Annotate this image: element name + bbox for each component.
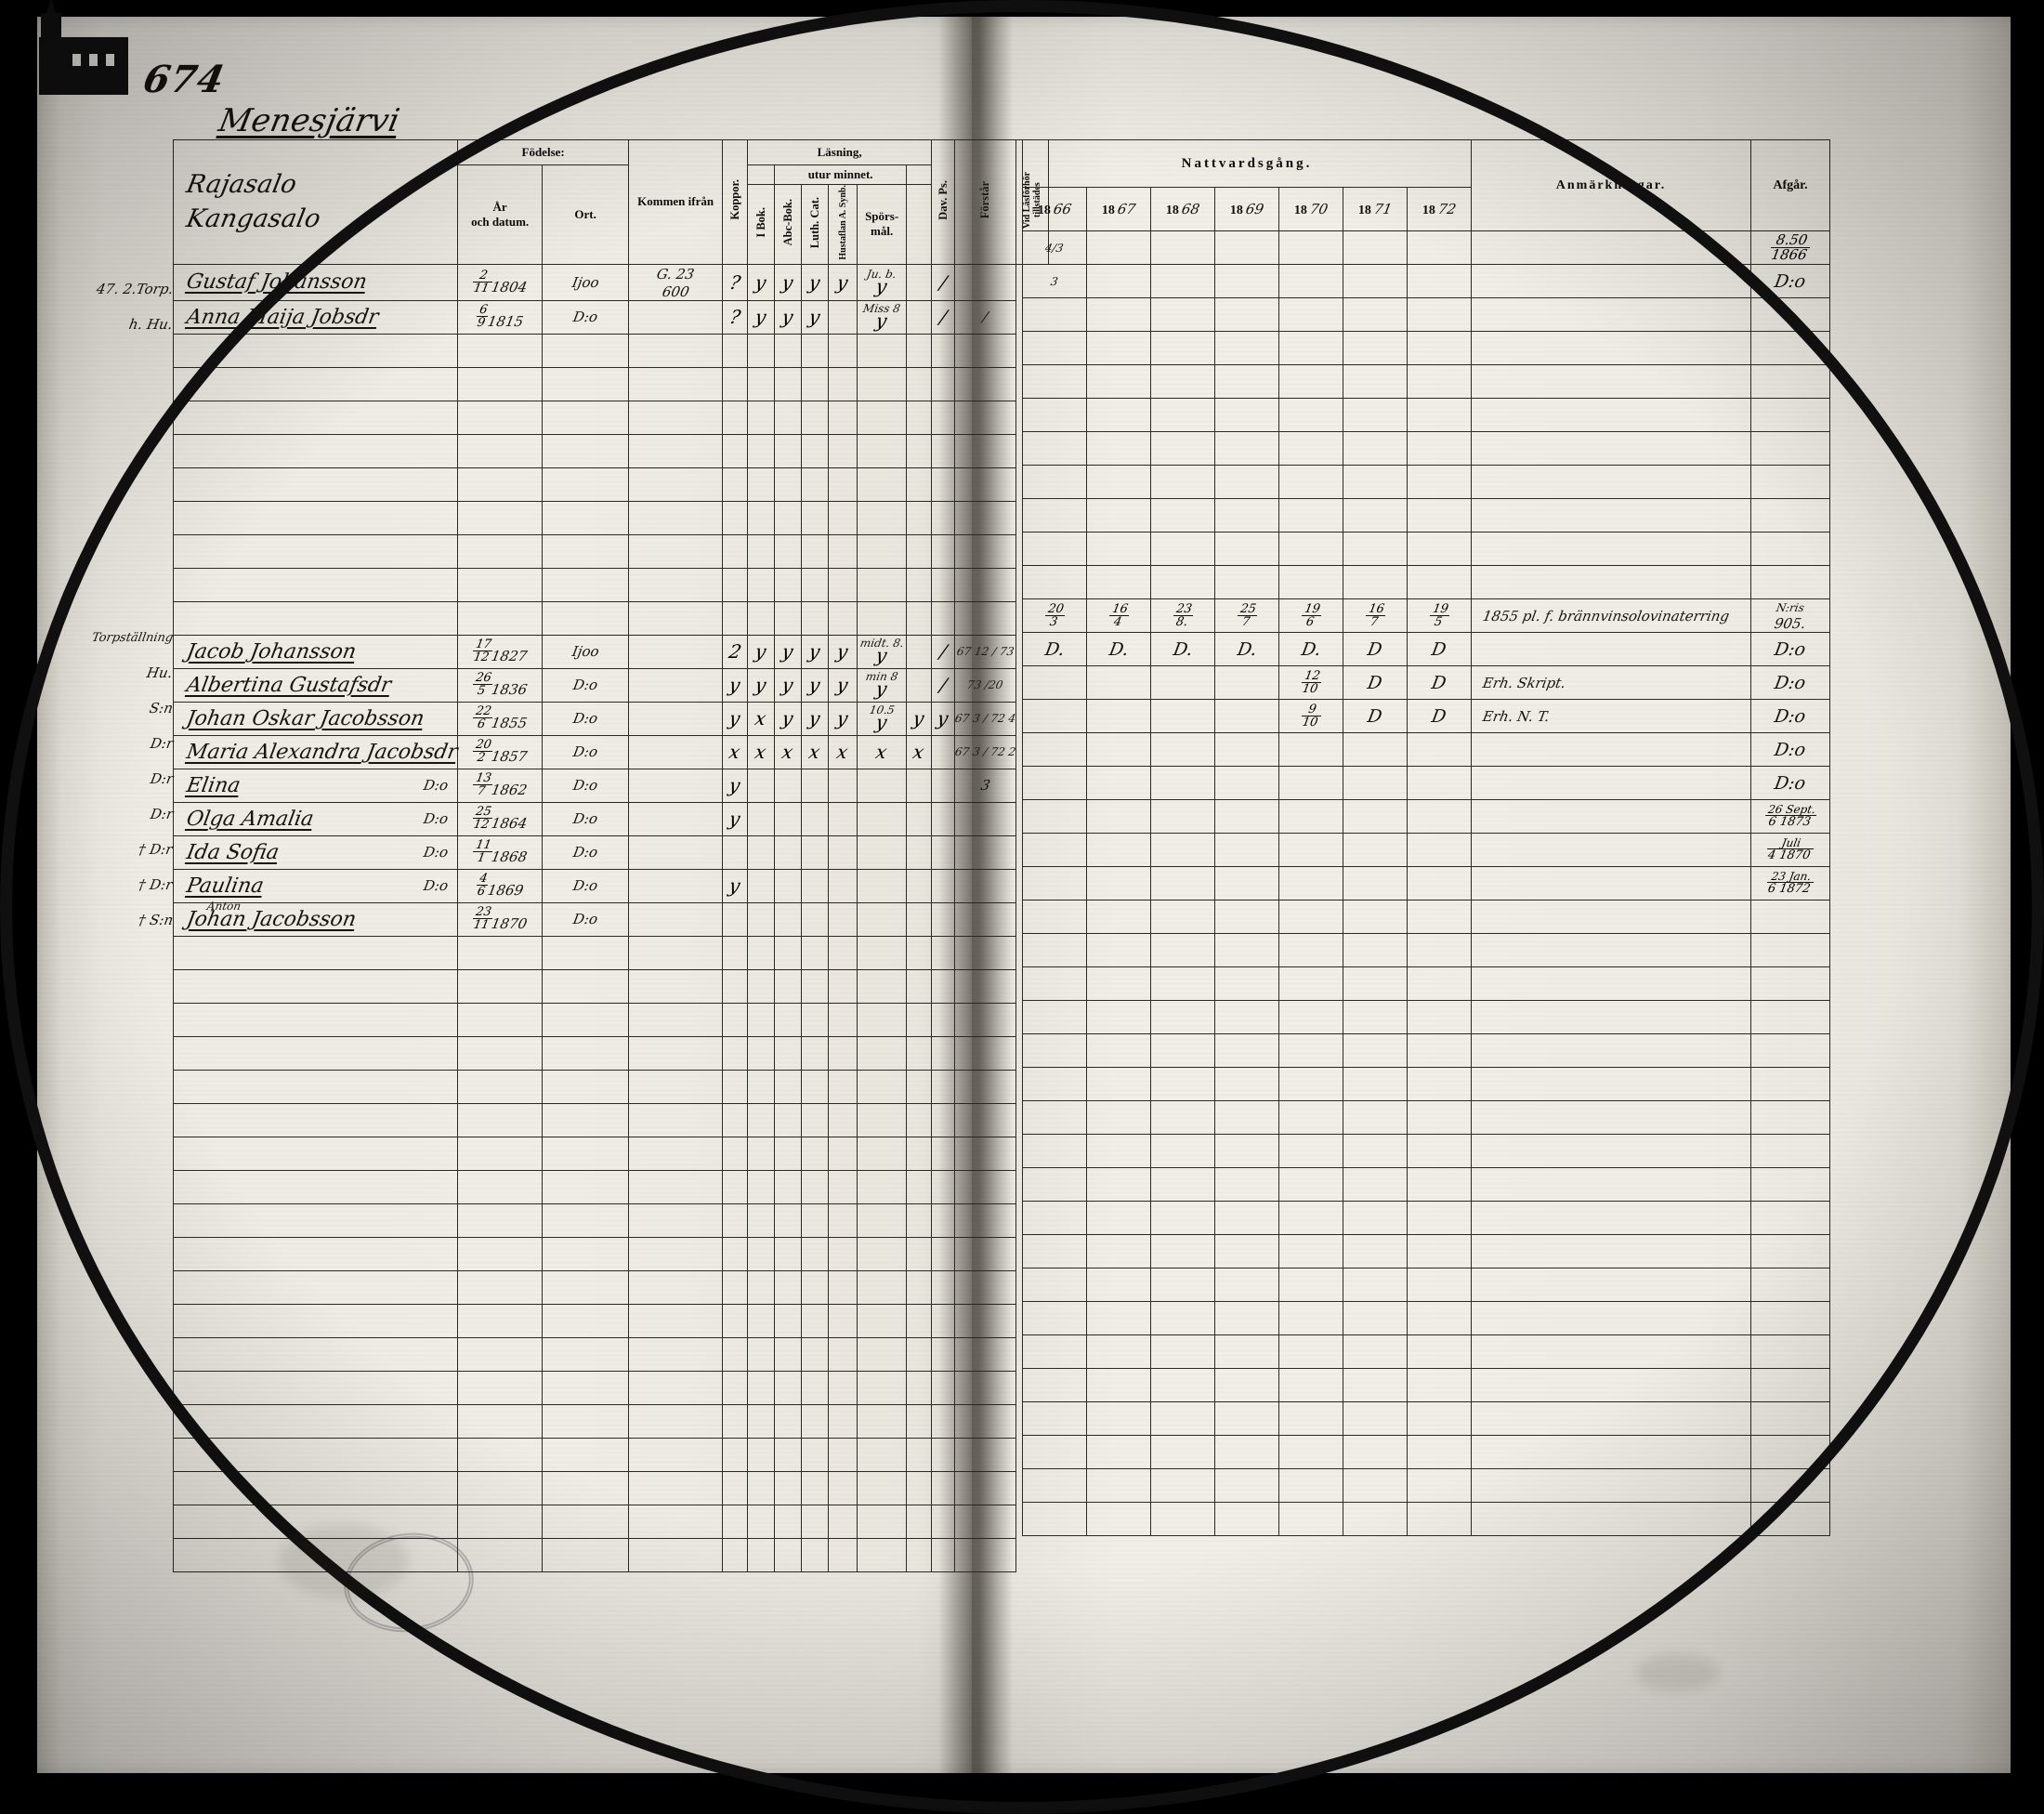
village-heading: Menesjärvi xyxy=(216,102,403,139)
paper-blot xyxy=(279,1524,409,1598)
paper-blot xyxy=(1635,1654,1719,1691)
page-number: 674 xyxy=(139,58,229,101)
header-afgar: Afgår. xyxy=(1750,139,1830,231)
